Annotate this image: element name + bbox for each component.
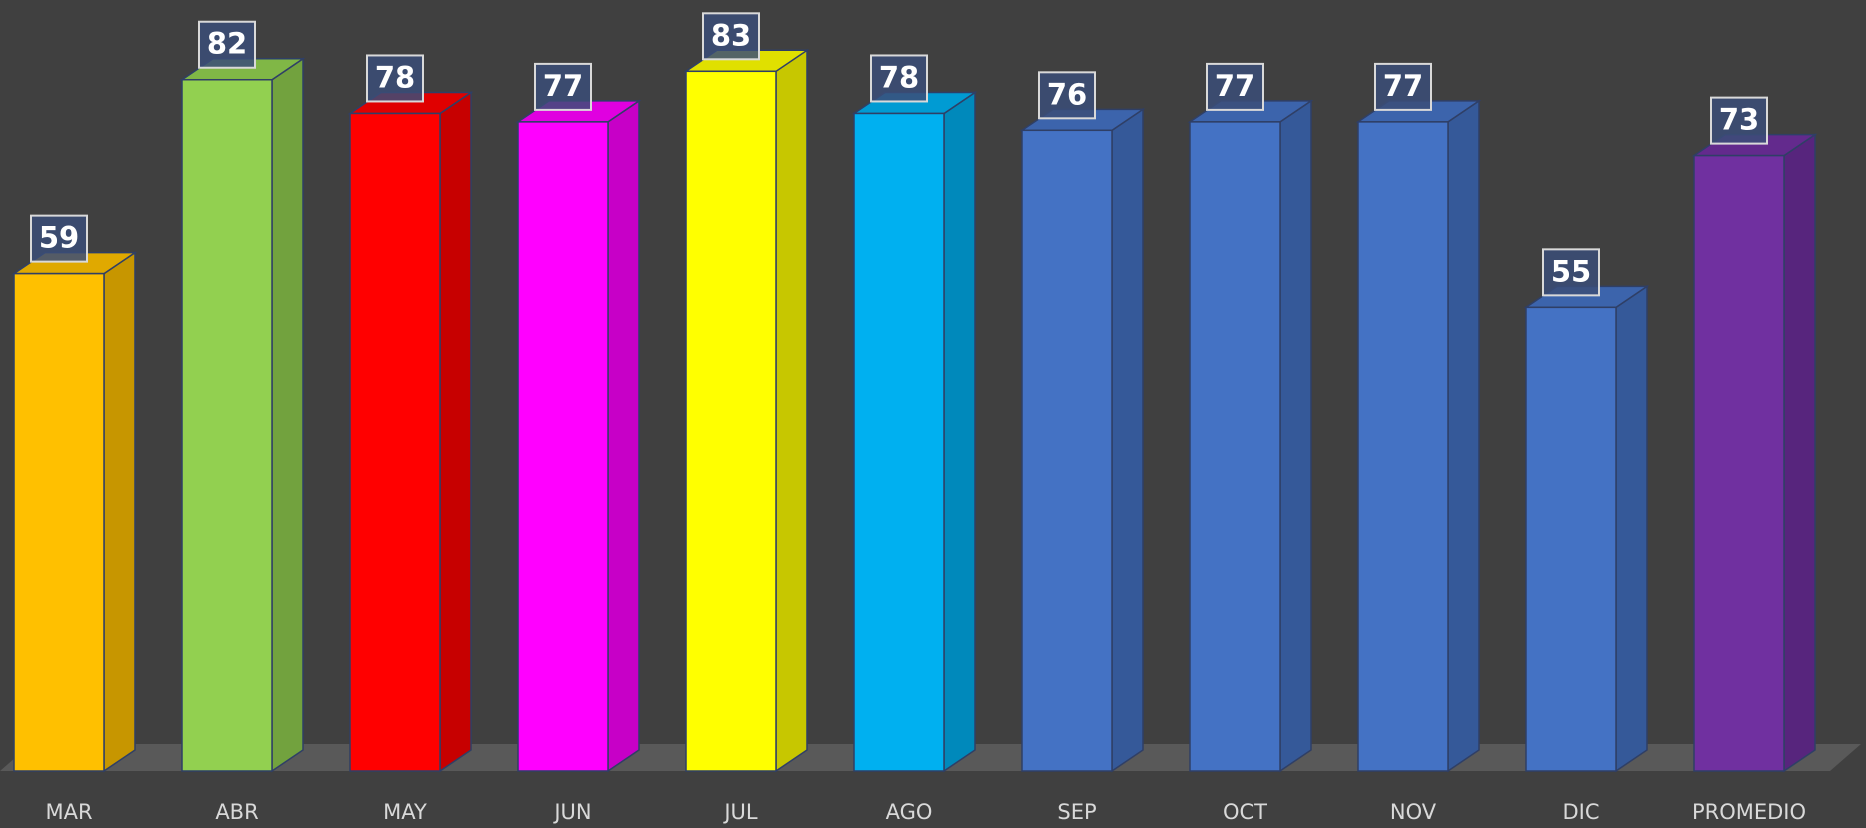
bar-front <box>1525 306 1617 772</box>
value-label-box <box>30 214 88 263</box>
x-tick-label: SEP <box>1057 800 1096 824</box>
value-label: 77 <box>543 69 583 103</box>
value-label-box <box>366 54 424 103</box>
bar-front <box>853 112 945 772</box>
bar-side <box>943 91 976 773</box>
bar-side <box>775 48 808 773</box>
x-tick-label: NOV <box>1390 800 1437 824</box>
bar <box>1523 284 1650 773</box>
value-label-box <box>1710 96 1768 145</box>
bar-front <box>517 121 609 772</box>
value-label: 82 <box>207 27 247 61</box>
value-label-box <box>198 20 256 69</box>
bar-side <box>607 99 640 773</box>
bar <box>11 251 138 773</box>
x-tick-label: ABR <box>215 800 258 824</box>
bar <box>1691 133 1818 773</box>
x-tick-label: MAY <box>383 800 427 824</box>
value-label-box <box>1206 62 1264 111</box>
x-tick-label: DIC <box>1562 800 1599 824</box>
bar <box>683 48 810 773</box>
bar <box>515 99 642 773</box>
bar-front <box>349 112 441 772</box>
value-label: 78 <box>375 60 415 94</box>
bar-side <box>1447 99 1480 773</box>
bar <box>179 57 306 773</box>
bar-side <box>103 251 136 773</box>
bar-front <box>1693 154 1785 772</box>
value-label-box <box>534 62 592 111</box>
value-label-box <box>1374 62 1432 111</box>
bar <box>1019 107 1146 773</box>
bar-side <box>439 91 472 773</box>
bar-side <box>1279 99 1312 773</box>
value-label-box <box>702 12 760 61</box>
bar <box>1355 99 1482 773</box>
x-tick-label: JUN <box>552 800 591 824</box>
value-label: 73 <box>1719 103 1759 137</box>
bar-side <box>1615 284 1648 773</box>
value-label-box <box>1038 71 1096 120</box>
bar-front <box>1357 121 1449 772</box>
bar <box>851 91 978 773</box>
value-label: 76 <box>1047 77 1087 111</box>
value-label: 77 <box>1215 69 1255 103</box>
value-label: 59 <box>39 221 79 255</box>
value-label: 77 <box>1383 69 1423 103</box>
x-tick-label: PROMEDIO <box>1692 800 1806 824</box>
x-tick-label: OCT <box>1223 800 1267 824</box>
bar-side <box>1783 133 1816 773</box>
x-tick-label: AGO <box>886 800 933 824</box>
bar-side <box>271 57 304 773</box>
bar-front <box>1021 129 1113 772</box>
value-label: 55 <box>1551 254 1591 288</box>
bar-front <box>13 272 105 772</box>
value-label-box <box>1542 248 1600 297</box>
value-label-box <box>870 54 928 103</box>
x-tick-label: MAR <box>45 800 92 824</box>
bar-front <box>685 70 777 772</box>
bar-front <box>1189 121 1281 772</box>
bar-front <box>181 78 273 772</box>
x-tick-label: JUL <box>722 800 758 824</box>
value-label: 83 <box>711 18 751 52</box>
bar <box>1187 99 1314 773</box>
bar-side <box>1111 107 1144 773</box>
value-label: 78 <box>879 60 919 94</box>
bar <box>347 91 474 773</box>
